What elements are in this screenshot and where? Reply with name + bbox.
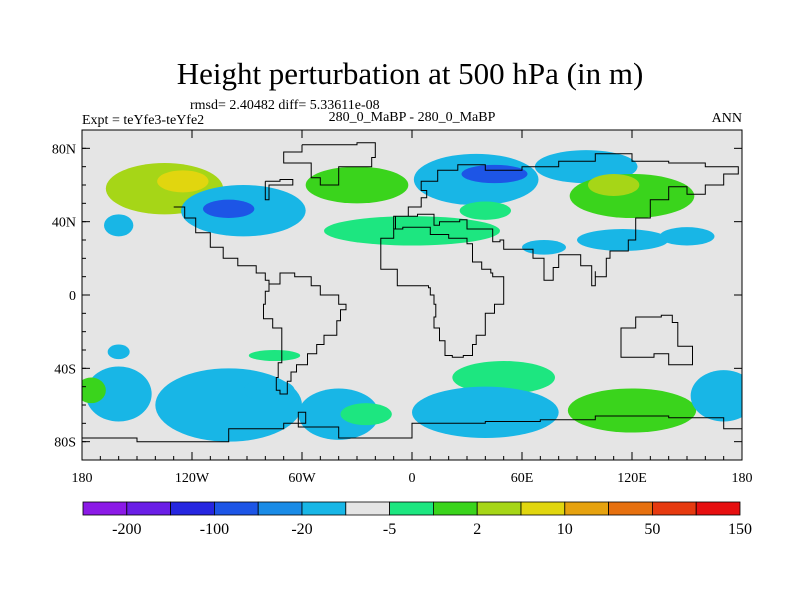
colorbar-box xyxy=(126,501,172,516)
x-tick-label: 60E xyxy=(511,471,534,486)
colorbar-box xyxy=(695,501,741,516)
coastline xyxy=(82,411,742,443)
coastline xyxy=(264,179,294,201)
colorbar-box xyxy=(257,501,303,516)
y-axis: 80N 40N 0 40S 80S xyxy=(52,142,742,451)
anomaly-region xyxy=(305,166,409,204)
anomaly-region xyxy=(243,379,295,402)
x-tick-label: 180 xyxy=(732,471,753,486)
anomaly-region xyxy=(577,229,669,251)
anomaly-region xyxy=(522,240,566,255)
anomaly-region xyxy=(690,370,742,422)
anomaly-region xyxy=(82,377,106,404)
anomaly-region xyxy=(248,350,301,361)
experiment-label: Expt = teYfe3-teYfe2 xyxy=(82,113,204,128)
colorbar-box xyxy=(564,501,609,516)
map-plot xyxy=(81,129,743,461)
anomaly-region xyxy=(157,170,209,193)
anomaly-region xyxy=(324,216,500,246)
anomaly-region xyxy=(461,164,528,184)
y-tick-label: 40S xyxy=(54,362,76,377)
colorbar-box xyxy=(82,501,128,516)
colorbar-box xyxy=(213,501,259,516)
case-label: 280_0_MaBP - 280_0_MaBP xyxy=(329,110,496,125)
coastline xyxy=(173,206,347,395)
anomaly-region xyxy=(107,344,130,360)
x-axis: 180 120W 60W 0 60E 120E 180 xyxy=(72,130,753,486)
y-tick-label: 80N xyxy=(52,142,76,157)
y-tick-label: 40N xyxy=(52,216,76,231)
coastline-layer xyxy=(82,142,742,443)
coastline xyxy=(620,314,693,366)
colorbar-box xyxy=(345,501,390,516)
colorbar-box xyxy=(432,501,478,516)
x-tick-label: 120W xyxy=(175,471,210,486)
colorbar-box xyxy=(476,501,522,516)
anomaly-region xyxy=(412,386,559,439)
anomaly-region xyxy=(452,361,555,394)
coastline xyxy=(380,226,505,358)
anomaly-region xyxy=(340,403,392,426)
colorbar-label: 2 xyxy=(473,521,481,538)
y-tick-label: 0 xyxy=(69,289,76,304)
anomaly-region xyxy=(588,174,640,196)
x-tick-label: 120E xyxy=(617,471,647,486)
colorbar-label: -5 xyxy=(383,521,396,538)
colorbar-label: -20 xyxy=(291,521,312,538)
stats-text: rmsd= 2.40482 diff= 5.33611e-08 xyxy=(190,98,380,113)
colorbar-label: 50 xyxy=(644,521,660,538)
coastline xyxy=(283,142,376,186)
season-label: ANN xyxy=(712,111,742,126)
anomaly-region xyxy=(567,388,697,433)
colorbar-label: 150 xyxy=(728,521,752,538)
colorbar-box xyxy=(301,501,347,516)
anomaly-region xyxy=(85,366,152,422)
anomaly-region xyxy=(659,227,715,246)
y-tick-label: 80S xyxy=(54,436,76,451)
colorbar-box xyxy=(389,501,434,516)
colorbar-label: -100 xyxy=(200,521,229,538)
colorbar-label: -200 xyxy=(112,521,141,538)
colorbar-box xyxy=(520,501,566,516)
colorbar-box xyxy=(652,501,697,516)
colorbar-box xyxy=(608,501,653,516)
anomaly-region xyxy=(459,201,512,220)
anomaly-region xyxy=(203,199,255,218)
chart-title: Height perturbation at 500 hPa (in m) xyxy=(177,56,644,91)
x-tick-label: 0 xyxy=(409,471,416,486)
colorbar-box xyxy=(170,501,215,516)
anomaly-region xyxy=(104,214,134,237)
coastline xyxy=(393,153,739,287)
anomaly-layer xyxy=(82,150,742,442)
colorbar: -200 -100 -20 -5 2 10 50 150 xyxy=(82,501,752,538)
x-tick-label: 60W xyxy=(288,471,316,486)
colorbar-label: 10 xyxy=(557,521,573,538)
x-tick-label: 180 xyxy=(72,471,93,486)
